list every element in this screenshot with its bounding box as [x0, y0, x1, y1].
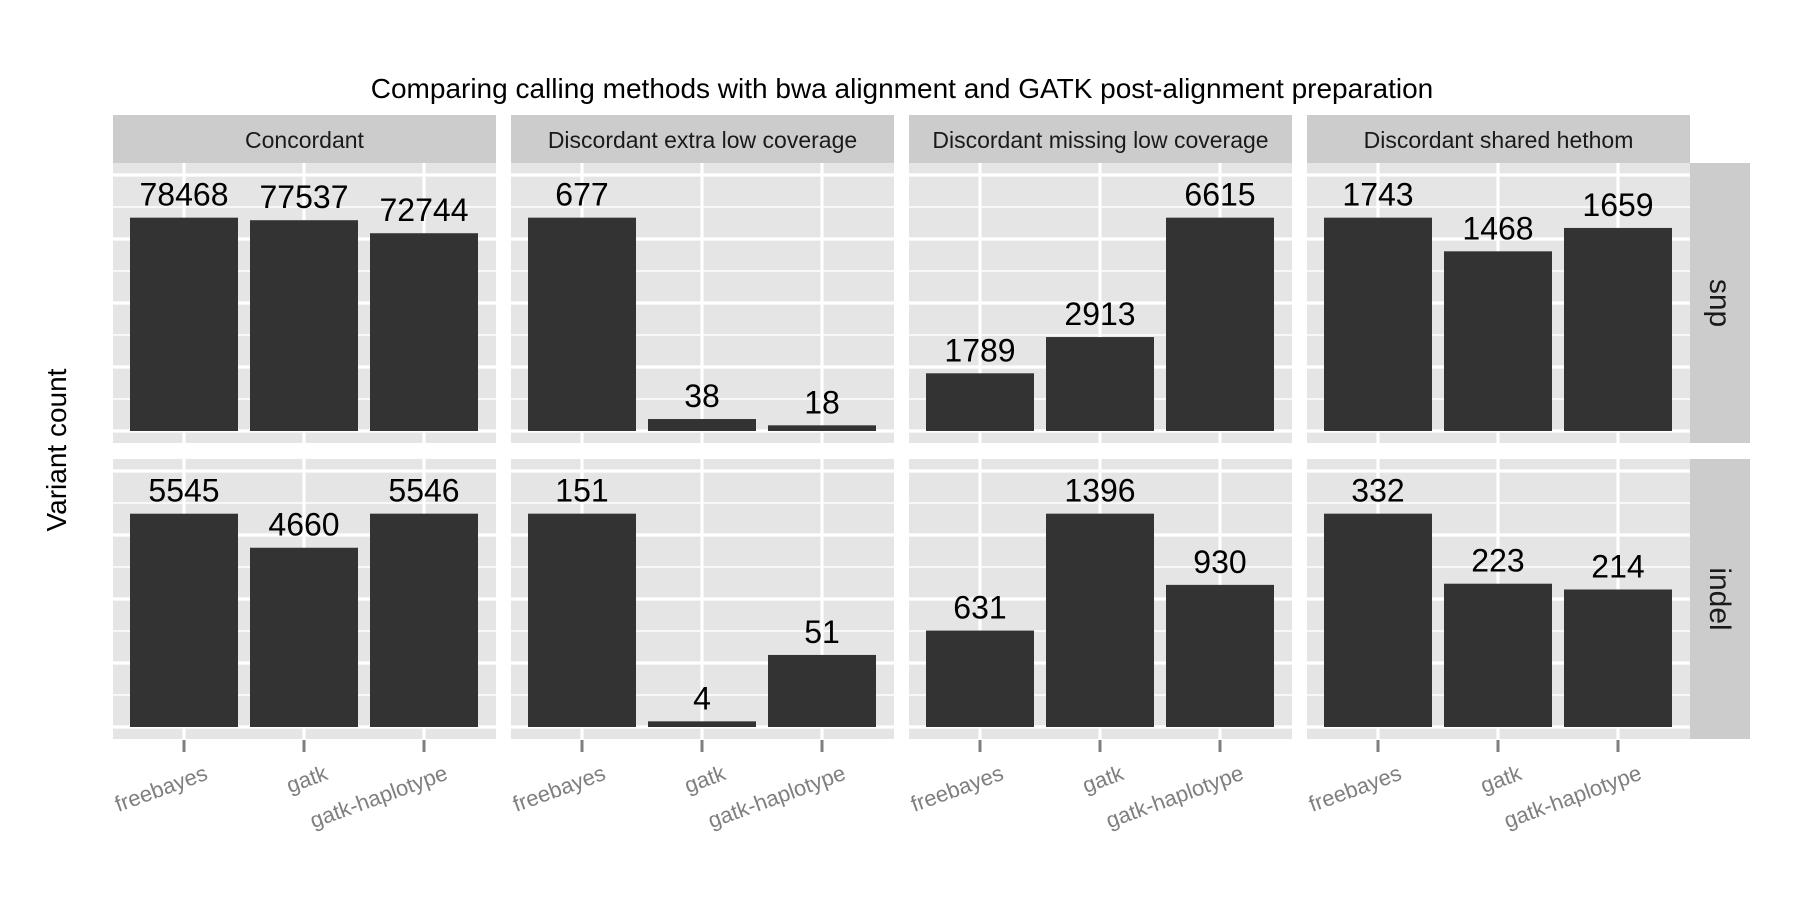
x-tick-label-gatk: gatk [1079, 760, 1128, 798]
x-tick-label-freebayes: freebayes [111, 760, 210, 817]
bar-gatk [1046, 513, 1154, 727]
strip-discordant-shared-hethom [1307, 115, 1690, 163]
x-tick-label-gatk-haplotype: gatk-haplotype [705, 760, 849, 833]
data-label-gatk-haplotype: 930 [1193, 544, 1246, 580]
x-tick-label-gatk: gatk [1477, 760, 1526, 798]
bar-gatk-haplotype [768, 654, 876, 727]
panel-snp-discordant-missing-low-coverage: 1789 2913 6615 [909, 163, 1292, 443]
data-label-gatk-haplotype: 214 [1591, 548, 1644, 584]
bar-gatk [250, 547, 358, 727]
data-label-freebayes: 78468 [140, 177, 229, 213]
data-label-freebayes: 1789 [944, 332, 1015, 368]
strip-concordant [113, 115, 496, 163]
x-tick-label-gatk: gatk [681, 760, 730, 798]
bar-freebayes [130, 217, 238, 431]
row-strip-label-snp: snp [1703, 279, 1736, 327]
strip-label-concordant: Concordant [245, 127, 365, 153]
bar-gatk-haplotype [1564, 227, 1672, 431]
data-label-gatk-haplotype: 51 [804, 614, 840, 650]
panel-indel-concordant: 5545 4660 5546 [113, 459, 496, 739]
bar-gatk-haplotype [1166, 217, 1274, 431]
row-strip-snp [1690, 163, 1750, 443]
panel-snp-discordant-shared-hethom: 1743 1468 1659 [1307, 163, 1690, 443]
data-label-gatk-haplotype: 6615 [1184, 177, 1255, 213]
x-tick-label-freebayes: freebayes [509, 760, 608, 817]
bar-freebayes [1324, 513, 1432, 727]
bar-gatk-haplotype [1166, 584, 1274, 727]
panel-indel-discordant-extra-low-coverage: 151 4 51 [511, 459, 894, 739]
data-label-gatk-haplotype: 1659 [1582, 187, 1653, 223]
data-label-gatk: 1468 [1462, 210, 1533, 246]
row-strip-indel [1690, 459, 1750, 739]
strip-label-discordant-missing-low-coverage: Discordant missing low coverage [932, 127, 1268, 153]
bar-gatk-haplotype [370, 233, 478, 431]
bar-freebayes [926, 630, 1034, 727]
strip-label-discordant-shared-hethom: Discordant shared hethom [1364, 127, 1634, 153]
data-label-gatk: 1396 [1064, 473, 1135, 509]
data-label-gatk-haplotype: 5546 [388, 473, 459, 509]
bar-gatk [1444, 583, 1552, 727]
data-label-gatk-haplotype: 18 [804, 384, 840, 420]
bar-gatk-haplotype [370, 513, 478, 727]
x-tick-label-gatk-haplotype: gatk-haplotype [307, 760, 451, 833]
bar-freebayes [1324, 217, 1432, 431]
data-label-freebayes: 5545 [148, 473, 219, 509]
row-strip-label-indel: indel [1703, 567, 1736, 630]
y-axis-label: Variant count [41, 368, 72, 531]
bar-freebayes [926, 373, 1034, 431]
bar-freebayes [528, 513, 636, 727]
bar-gatk [648, 419, 756, 431]
x-tick-label-gatk-haplotype: gatk-haplotype [1103, 760, 1247, 833]
bar-freebayes [130, 513, 238, 727]
data-label-gatk-haplotype: 72744 [380, 192, 469, 228]
data-label-gatk: 4 [693, 680, 711, 716]
panel-snp-discordant-extra-low-coverage: 677 38 18 [511, 163, 894, 443]
bar-gatk [250, 220, 358, 431]
bar-gatk-haplotype [768, 425, 876, 431]
panel-indel-discordant-shared-hethom: 332 223 214 [1307, 459, 1690, 739]
strip-discordant-extra-low-coverage [511, 115, 894, 163]
data-label-gatk: 38 [684, 378, 720, 414]
x-tick-label-gatk: gatk [283, 760, 332, 798]
data-label-freebayes: 332 [1351, 473, 1404, 509]
bar-gatk-haplotype [1564, 589, 1672, 727]
bar-freebayes [528, 217, 636, 431]
x-tick-label-freebayes: freebayes [1305, 760, 1404, 817]
plot-area: Concordant Discordant extra low coverage D… [111, 115, 1750, 833]
data-label-freebayes: 1743 [1342, 177, 1413, 213]
data-label-gatk: 77537 [260, 179, 349, 215]
bar-gatk [1444, 251, 1552, 431]
data-label-freebayes: 677 [555, 177, 608, 213]
bar-gatk [648, 721, 756, 727]
data-label-freebayes: 151 [555, 473, 608, 509]
data-label-gatk: 2913 [1064, 296, 1135, 332]
bar-gatk [1046, 337, 1154, 431]
strip-discordant-missing-low-coverage [909, 115, 1292, 163]
panel-snp-concordant: 78468 77537 72744 [113, 163, 496, 443]
data-label-freebayes: 631 [953, 590, 1006, 626]
chart-title: Comparing calling methods with bwa align… [371, 73, 1433, 104]
data-label-gatk: 4660 [268, 507, 339, 543]
x-tick-label-freebayes: freebayes [907, 760, 1006, 817]
panel-indel-discordant-missing-low-coverage: 631 1396 930 [909, 459, 1292, 739]
strip-label-discordant-extra-low-coverage: Discordant extra low coverage [548, 127, 857, 153]
data-label-gatk: 223 [1471, 543, 1524, 579]
x-tick-label-gatk-haplotype: gatk-haplotype [1501, 760, 1645, 833]
